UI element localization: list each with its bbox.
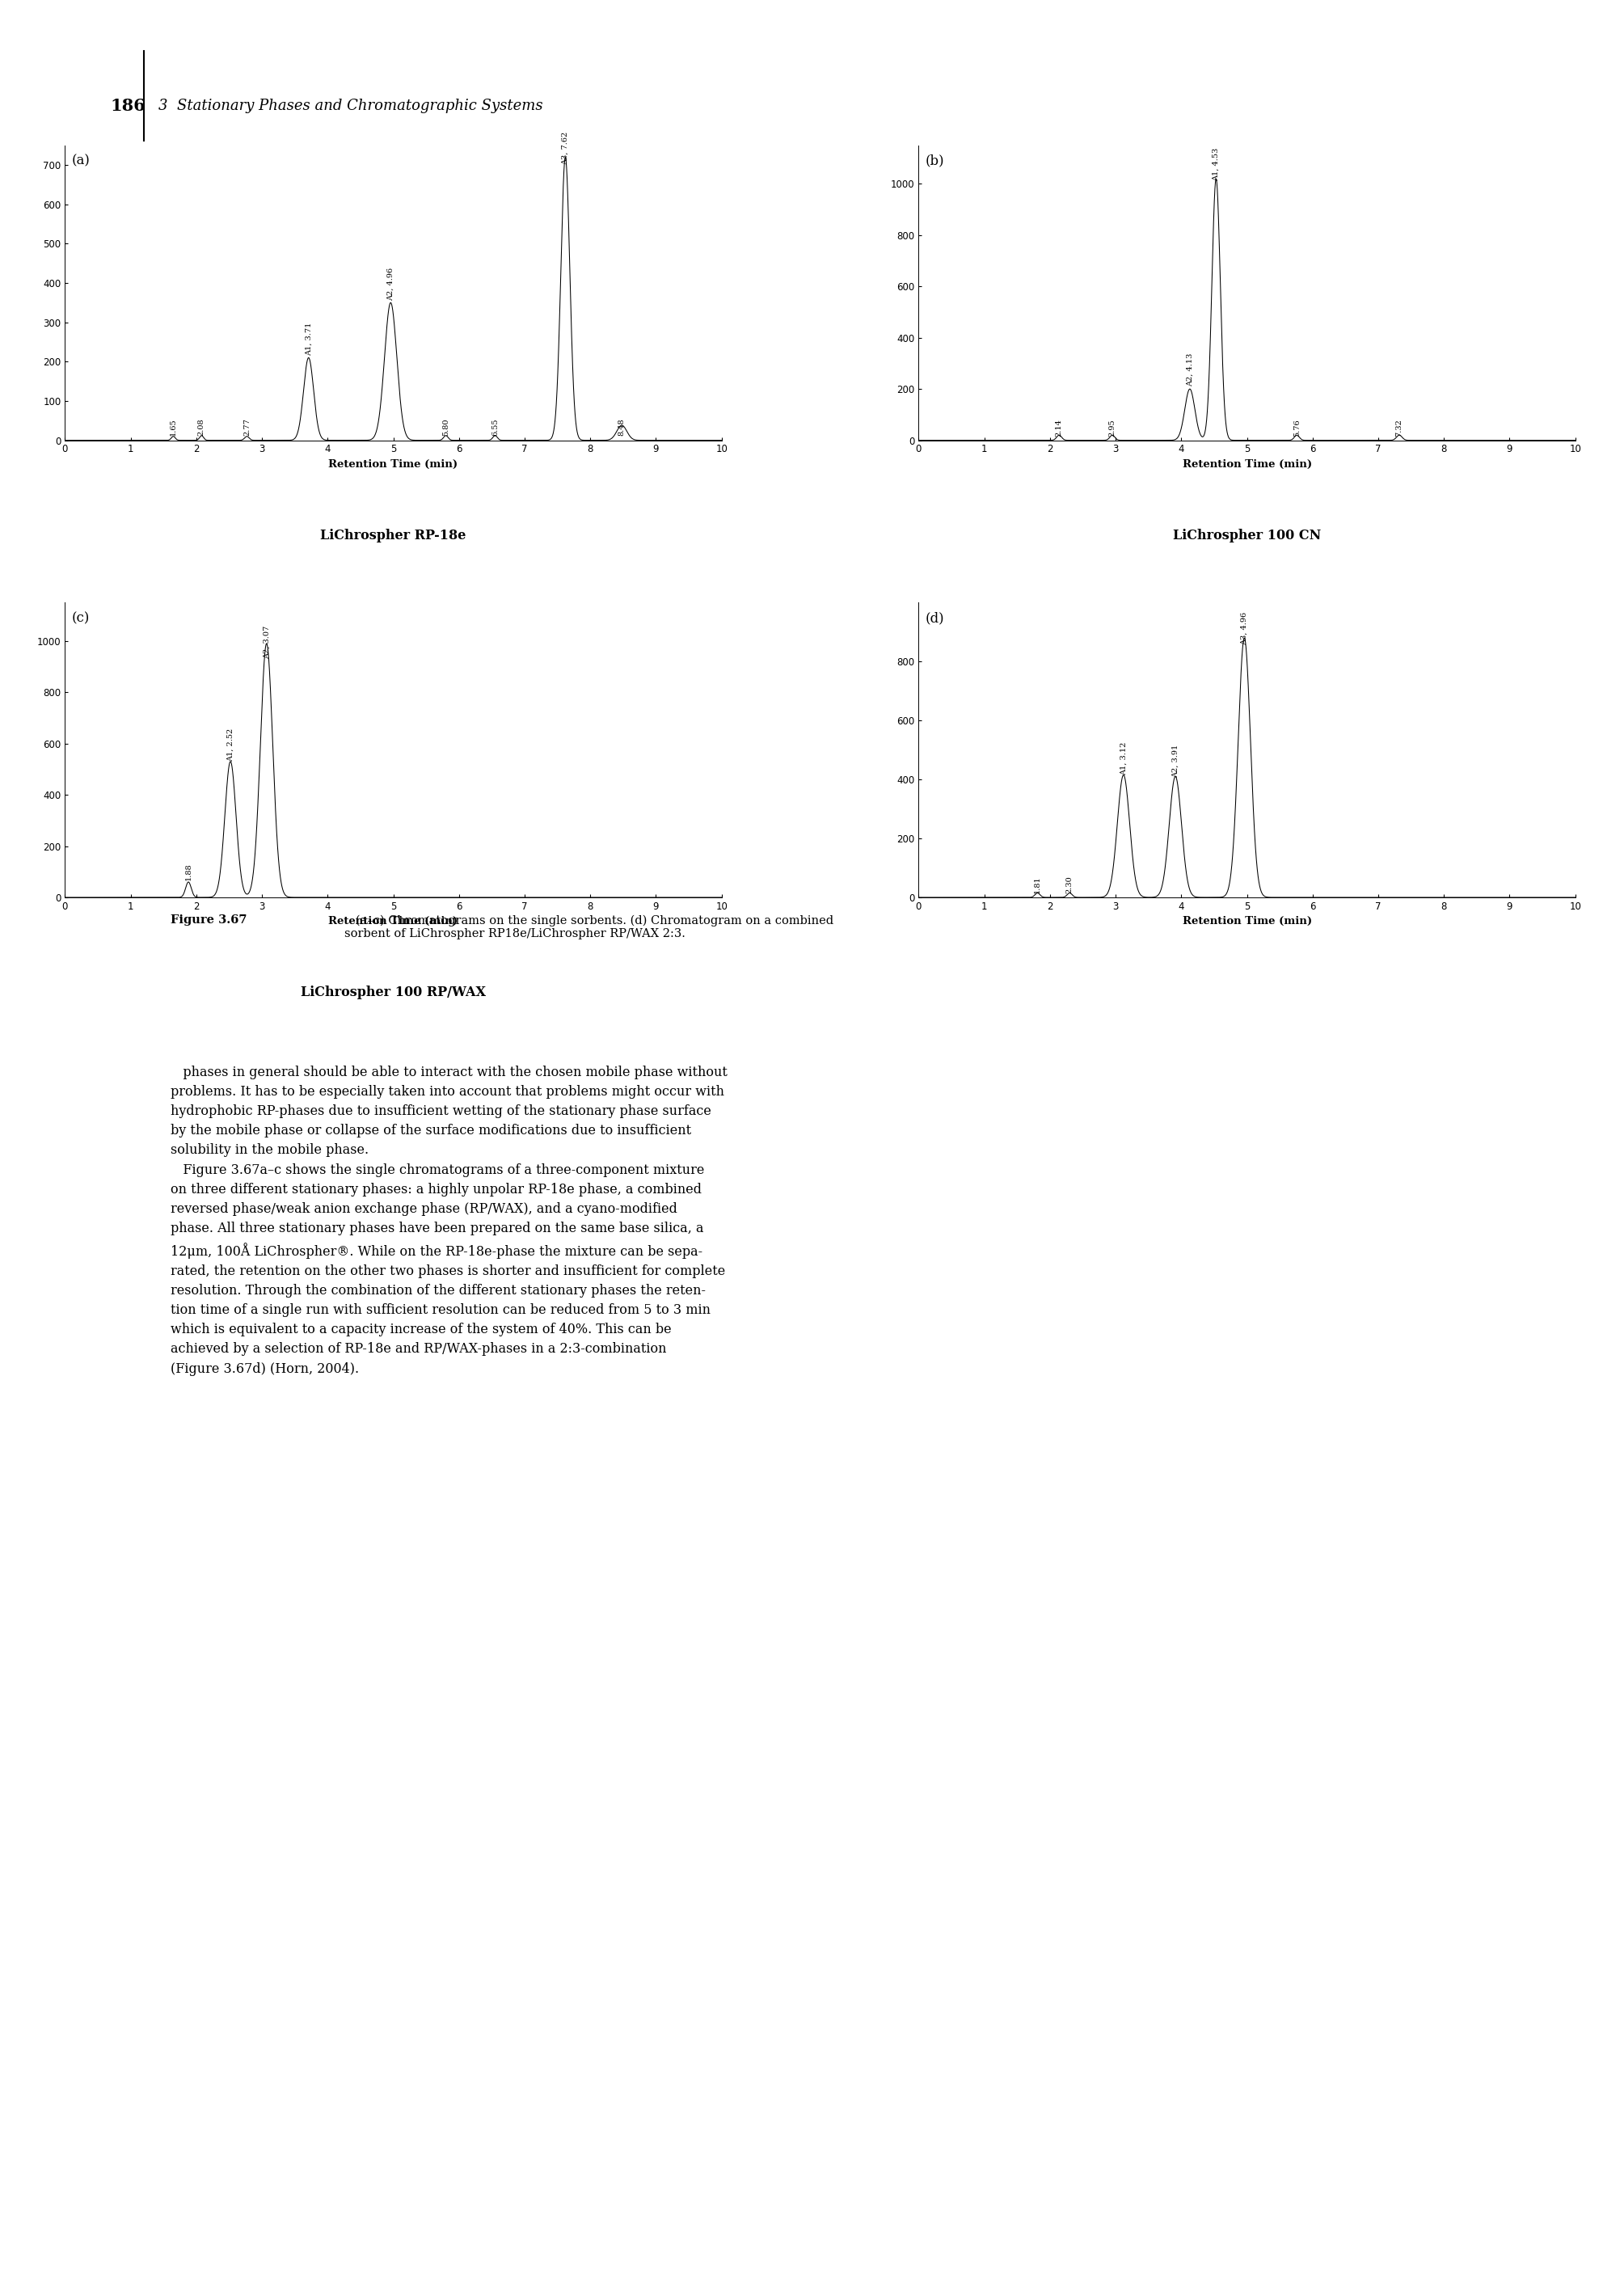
X-axis label: Retention Time (min): Retention Time (min) xyxy=(1182,458,1312,470)
Text: (c): (c) xyxy=(71,612,89,626)
Text: (a–c) Chromatograms on the single sorbents. (d) Chromatogram on a combined
sorbe: (a–c) Chromatograms on the single sorben… xyxy=(344,915,833,940)
X-axis label: Retention Time (min): Retention Time (min) xyxy=(1182,917,1312,926)
Text: A2, 3.07: A2, 3.07 xyxy=(263,626,270,658)
Text: LiChrospher 100 RP/WAX: LiChrospher 100 RP/WAX xyxy=(300,986,486,999)
Text: 2.08: 2.08 xyxy=(198,417,205,435)
Text: 1.88: 1.88 xyxy=(185,864,192,880)
Text: LiChrospher 100 CN: LiChrospher 100 CN xyxy=(1173,529,1320,543)
Text: 6.55: 6.55 xyxy=(492,417,499,435)
Text: 7.32: 7.32 xyxy=(1395,419,1403,435)
Text: 2.77: 2.77 xyxy=(244,417,250,435)
Text: 5.76: 5.76 xyxy=(1293,419,1301,435)
Text: 186: 186 xyxy=(110,99,146,115)
Text: 5.80: 5.80 xyxy=(442,417,450,435)
Text: 1.65: 1.65 xyxy=(169,417,177,435)
Text: A2, 3.91: A2, 3.91 xyxy=(1173,745,1179,777)
Text: LiChrospher RP-18e: LiChrospher RP-18e xyxy=(320,529,466,543)
Text: (b): (b) xyxy=(926,154,944,167)
Text: (a): (a) xyxy=(71,154,89,167)
Text: A2, 4.13: A2, 4.13 xyxy=(1186,353,1194,387)
X-axis label: Retention Time (min): Retention Time (min) xyxy=(328,458,458,470)
Text: A1, 4.53: A1, 4.53 xyxy=(1213,149,1220,181)
Text: A3, 4.96: A3, 4.96 xyxy=(1241,612,1247,646)
Text: A1, 3.71: A1, 3.71 xyxy=(305,323,312,355)
Text: A1, 3.12: A1, 3.12 xyxy=(1121,743,1127,775)
Text: 2.95: 2.95 xyxy=(1109,419,1116,435)
X-axis label: Retention Time (min): Retention Time (min) xyxy=(328,917,458,926)
Text: A1, 2.52: A1, 2.52 xyxy=(227,729,234,761)
Text: 8.48: 8.48 xyxy=(619,417,625,435)
Text: A3, 7.62: A3, 7.62 xyxy=(562,131,568,165)
Text: 2.14: 2.14 xyxy=(1056,419,1062,435)
Text: phases in general should be able to interact with the chosen mobile phase withou: phases in general should be able to inte… xyxy=(171,1066,728,1375)
Text: 1.81: 1.81 xyxy=(1034,876,1041,894)
Text: 2.30: 2.30 xyxy=(1065,876,1073,894)
Text: (d): (d) xyxy=(926,612,944,626)
Text: A2, 4.96: A2, 4.96 xyxy=(387,268,395,300)
Text: Figure 3.67: Figure 3.67 xyxy=(171,915,247,926)
Text: 3  Stationary Phases and Chromatographic Systems: 3 Stationary Phases and Chromatographic … xyxy=(159,99,542,112)
